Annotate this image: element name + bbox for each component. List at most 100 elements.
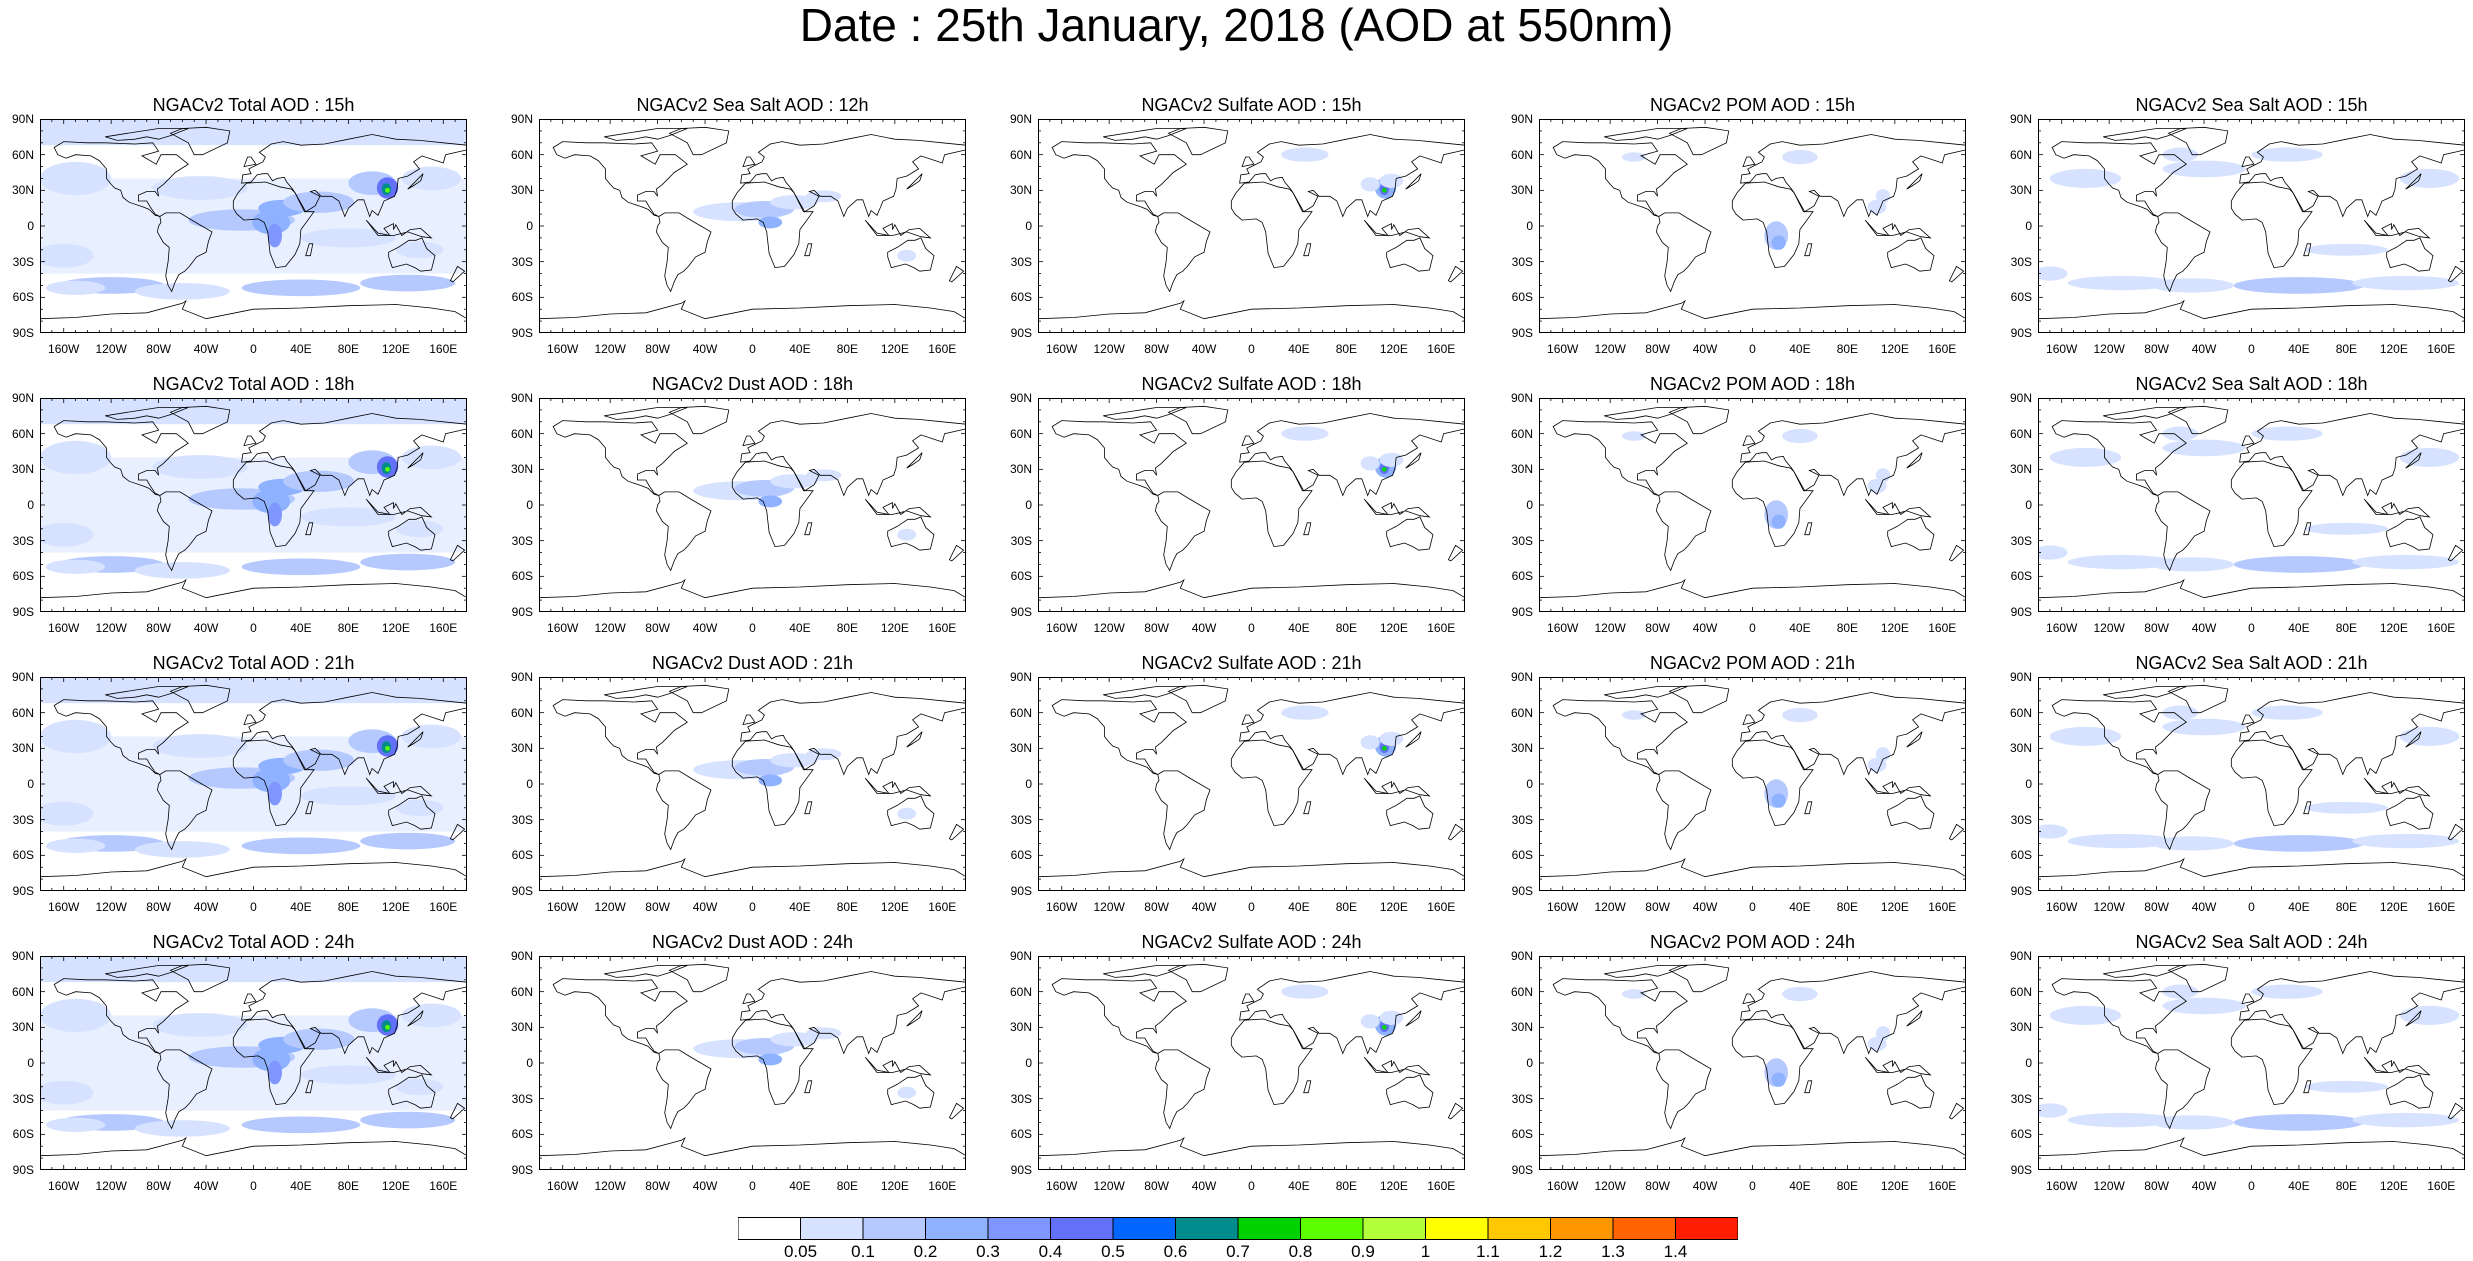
colorbar-tick-label: 0.9 (1351, 1242, 1375, 1261)
aod-map (1539, 398, 1966, 612)
aod-map (539, 677, 966, 891)
lon-tick-label: 40E (1789, 1179, 1811, 1193)
lon-tick-label: 160W (547, 621, 579, 635)
lat-tick-label: 90N (11, 949, 34, 963)
lat-tick-label: 60N (1009, 426, 1032, 441)
lon-tick-label: 0 (749, 1179, 756, 1193)
lon-tick-label: 160W (1046, 900, 1078, 914)
lat-tick-label: 0 (1025, 219, 1032, 233)
colorbar-swatch (800, 1217, 864, 1240)
lat-tick-label: 90N (11, 112, 34, 126)
lat-tick-label: 90N (1510, 391, 1533, 405)
lat-tick-label: 30S (1010, 254, 1032, 269)
lat-tick-label: 30S (511, 1091, 533, 1106)
lat-tick-label: 0 (2025, 777, 2032, 791)
lon-tick-label: 80E (1836, 1179, 1859, 1193)
lat-tick-label: 90N (1510, 112, 1533, 126)
lon-tick-label: 80E (1836, 900, 1859, 914)
lon-tick-label: 40E (1288, 621, 1310, 635)
lon-tick-label: 160E (2427, 342, 2456, 356)
aod-map (40, 956, 467, 1170)
lon-tick-label: 120E (2379, 900, 2408, 914)
colorbar-swatch (1612, 1217, 1676, 1240)
lon-tick-label: 40W (1191, 621, 1217, 635)
lon-tick-label: 120W (1093, 1179, 1125, 1193)
lon-tick-label: 160W (1046, 342, 1078, 356)
lon-tick-label: 120W (594, 342, 626, 356)
panel-title: NGACv2 Sulfate AOD : 18h (1141, 374, 1362, 394)
lat-tick-label: 0 (526, 777, 533, 791)
lat-tick-label: 30N (1510, 462, 1533, 477)
lon-tick-label: 160W (1046, 1179, 1078, 1193)
lat-tick-label: 60N (510, 147, 533, 162)
colorbar-tick-label: 0.2 (913, 1242, 938, 1261)
lon-tick-label: 80W (146, 621, 171, 635)
lat-tick-label: 30S (2010, 533, 2032, 548)
aod-map (40, 677, 467, 891)
lat-tick-label: 60S (511, 290, 533, 305)
lon-tick-label: 80W (645, 1179, 670, 1193)
panel-title: NGACv2 POM AOD : 24h (1649, 932, 1856, 952)
lon-tick-label: 40E (2288, 900, 2310, 914)
lon-tick-label: 40E (290, 621, 312, 635)
lon-tick-label: 80E (1335, 900, 1358, 914)
lon-tick-label: 120W (1594, 900, 1626, 914)
lon-tick-label: 160W (2046, 900, 2078, 914)
lat-tick-label: 0 (1025, 777, 1032, 791)
lon-tick-label: 80W (1144, 621, 1169, 635)
lon-tick-label: 40E (1288, 342, 1310, 356)
lat-tick-label: 60S (1010, 569, 1032, 584)
lon-tick-label: 120W (1594, 342, 1626, 356)
lon-tick-label: 120E (381, 1179, 410, 1193)
lat-tick-label: 30N (510, 462, 533, 477)
lat-tick-label: 30N (11, 462, 34, 477)
lat-tick-label: 60N (2009, 147, 2032, 162)
lon-tick-label: 40W (193, 1179, 219, 1193)
lon-tick-label: 160W (1046, 621, 1078, 635)
colorbar-swatch (1175, 1217, 1239, 1240)
lat-tick-label: 60N (1009, 705, 1032, 720)
lon-tick-label: 40E (1288, 1179, 1310, 1193)
lon-tick-label: 80E (1836, 621, 1859, 635)
panel-title: NGACv2 Sea Salt AOD : 18h (2135, 374, 2368, 394)
lat-tick-label: 30N (1510, 1020, 1533, 1035)
lat-tick-label: 60S (511, 569, 533, 584)
panel-title: NGACv2 Sulfate AOD : 21h (1141, 653, 1362, 673)
lat-tick-label: 90S (1511, 1163, 1533, 1177)
lon-tick-label: 120E (1379, 342, 1408, 356)
lat-tick-label: 30S (1511, 812, 1533, 827)
lat-tick-label: 30S (1010, 812, 1032, 827)
lon-tick-label: 160W (547, 342, 579, 356)
lat-tick-label: 30N (11, 741, 34, 756)
lat-tick-label: 90S (511, 605, 533, 619)
lon-tick-label: 160E (1928, 621, 1957, 635)
panel-title: NGACv2 Sea Salt AOD : 15h (2135, 95, 2368, 115)
lon-tick-label: 40W (193, 900, 219, 914)
lon-tick-label: 0 (1248, 900, 1255, 914)
lon-tick-label: 0 (2248, 342, 2255, 356)
colorbar-swatch (1112, 1217, 1176, 1240)
colorbar-swatch (738, 1217, 801, 1240)
lon-tick-label: 40E (290, 342, 312, 356)
panel-title: NGACv2 Sulfate AOD : 24h (1141, 932, 1362, 952)
lat-tick-label: 60S (511, 848, 533, 863)
lat-tick-label: 60S (12, 290, 34, 305)
aod-map (539, 956, 966, 1170)
lat-tick-label: 30N (1009, 183, 1032, 198)
lat-tick-label: 60S (12, 1127, 34, 1142)
lon-tick-label: 0 (749, 621, 756, 635)
lat-tick-label: 60N (510, 426, 533, 441)
lon-tick-label: 80W (1645, 1179, 1670, 1193)
lat-tick-label: 30S (12, 533, 34, 548)
lat-tick-label: 60S (1511, 1127, 1533, 1142)
lon-tick-label: 40W (1692, 621, 1718, 635)
lon-tick-label: 120E (381, 621, 410, 635)
lon-tick-label: 80W (146, 1179, 171, 1193)
lon-tick-label: 80E (836, 1179, 859, 1193)
colorbar-tick-label: 0.1 (851, 1242, 875, 1261)
aod-map (2038, 956, 2465, 1170)
lat-tick-label: 60N (1009, 984, 1032, 999)
lon-tick-label: 120E (1379, 900, 1408, 914)
lon-tick-label: 160E (928, 621, 957, 635)
lat-tick-label: 0 (526, 498, 533, 512)
